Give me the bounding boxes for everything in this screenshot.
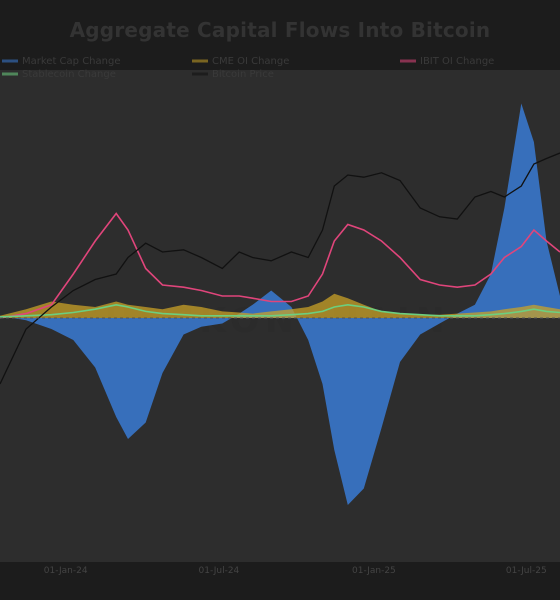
x-axis-band bbox=[0, 562, 560, 600]
legend-label-stablecoin-change: Stablecoin Change bbox=[22, 69, 116, 80]
market-cap-change-area bbox=[0, 103, 560, 505]
bitcoin-price-line bbox=[0, 152, 560, 385]
x-tick-label: 01-Jan-24 bbox=[44, 566, 88, 576]
x-axis: 01-Jan-24 01-Jul-24 01-Jan-25 01-Jul-25 bbox=[44, 566, 547, 576]
series-layer bbox=[0, 103, 560, 505]
legend-label-ibit-oi-change: IBIT OI Change bbox=[420, 56, 494, 67]
legend-label-market-cap-change: Market Cap Change bbox=[22, 56, 120, 67]
ibit-oi-change-line bbox=[0, 212, 560, 319]
x-tick-label: 01-Jul-25 bbox=[506, 566, 547, 576]
legend-label-cme-oi-change: CME OI Change bbox=[212, 56, 289, 67]
legend-label-bitcoin-price: Bitcoin Price bbox=[212, 69, 274, 80]
chart-title: Aggregate Capital Flows Into Bitcoin bbox=[69, 18, 491, 42]
stablecoin-change-line bbox=[0, 303, 560, 318]
legend: Market Cap Change CME OI Change IBIT OI Ch… bbox=[2, 56, 494, 80]
x-tick-label: 01-Jul-24 bbox=[199, 566, 240, 576]
x-tick-label: 01-Jan-25 bbox=[352, 566, 396, 576]
cme-oi-change-area bbox=[0, 293, 560, 318]
